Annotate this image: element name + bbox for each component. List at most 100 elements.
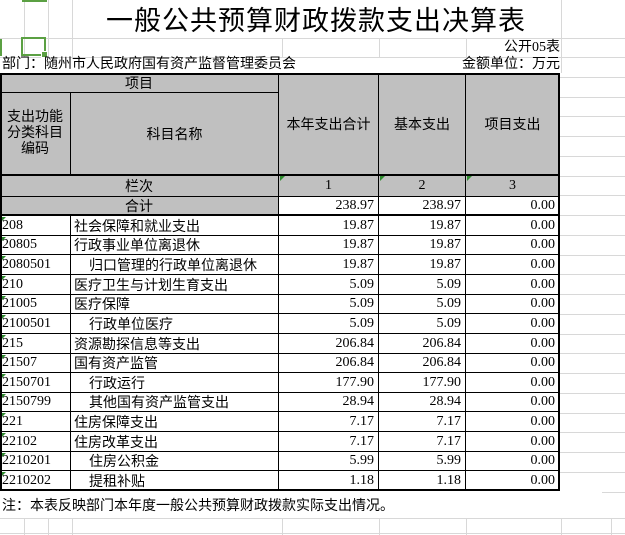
gridline	[560, 176, 625, 177]
basic-expense-cell[interactable]: 5.09	[379, 314, 466, 334]
basic-expense-cell[interactable]: 19.87	[379, 255, 466, 275]
basic-expense-cell[interactable]: 5.09	[379, 295, 466, 314]
gridline	[0, 38, 625, 39]
subject-name-cell[interactable]: 其他国有资产监管支出	[71, 393, 279, 412]
basic-expense-cell[interactable]: 1.18	[379, 471, 466, 491]
code-text: 2080501	[2, 256, 51, 272]
error-triangle-icon	[1, 315, 6, 320]
code-cell[interactable]: 21005	[0, 295, 71, 314]
project-expense-cell[interactable]: 0.00	[466, 452, 560, 471]
gridline	[560, 274, 625, 275]
code-cell[interactable]: 2150701	[0, 373, 71, 393]
subject-name-cell[interactable]: 行政运行	[71, 373, 279, 393]
fill-handle[interactable]	[41, 51, 48, 58]
subject-name-cell[interactable]: 行政事业单位离退休	[71, 236, 279, 255]
code-cell[interactable]: 2210202	[0, 471, 71, 491]
year-total-cell[interactable]: 7.17	[279, 412, 379, 432]
year-total-cell[interactable]: 177.90	[279, 373, 379, 393]
project-expense-cell[interactable]: 0.00	[466, 412, 560, 432]
project-expense-cell[interactable]: 0.00	[466, 275, 560, 295]
header-project-expense[interactable]: 项目支出	[466, 73, 560, 175]
subject-name-cell[interactable]: 住房改革支出	[71, 432, 279, 452]
basic-expense-cell[interactable]: 206.84	[379, 354, 466, 373]
year-total-cell[interactable]: 19.87	[279, 255, 379, 275]
error-triangle-icon	[1, 335, 6, 340]
basic-expense-cell[interactable]: 206.84	[379, 334, 466, 354]
subject-name-cell[interactable]: 提租补贴	[71, 471, 279, 491]
subject-name-cell[interactable]: 医疗保障	[71, 295, 279, 314]
basic-expense-cell[interactable]: 5.09	[379, 275, 466, 295]
header-function-code[interactable]: 支出功能分类科目编码	[0, 93, 71, 175]
header-basic-expense[interactable]: 基本支出	[379, 73, 466, 175]
gridline	[0, 518, 625, 519]
subject-name-cell[interactable]: 资源勘探信息等支出	[71, 334, 279, 354]
year-total-cell[interactable]: 1.18	[279, 471, 379, 491]
project-expense-cell[interactable]: 0.00	[466, 471, 560, 491]
basic-expense-cell[interactable]: 177.90	[379, 373, 466, 393]
project-expense-cell[interactable]: 0.00	[466, 354, 560, 373]
code-cell[interactable]: 21507	[0, 354, 71, 373]
error-triangle-icon	[1, 256, 6, 261]
header-year-total[interactable]: 本年支出合计	[279, 73, 379, 175]
project-expense-cell[interactable]: 0.00	[466, 432, 560, 452]
subject-name-cell[interactable]: 医疗卫生与计划生育支出	[71, 275, 279, 295]
project-expense-cell[interactable]: 0.00	[466, 255, 560, 275]
error-triangle-icon	[1, 374, 6, 379]
project-expense-cell[interactable]: 0.00	[466, 314, 560, 334]
code-cell[interactable]: 22102	[0, 432, 71, 452]
subject-name-cell[interactable]: 行政单位医疗	[71, 314, 279, 334]
code-cell[interactable]: 221	[0, 412, 71, 432]
code-cell[interactable]: 2150799	[0, 393, 71, 412]
basic-expense-cell[interactable]: 19.87	[379, 236, 466, 255]
error-triangle-icon	[1, 237, 6, 242]
code-cell[interactable]: 208	[0, 216, 71, 236]
basic-expense-cell[interactable]: 7.17	[379, 432, 466, 452]
header-subject-name[interactable]: 科目名称	[71, 93, 279, 175]
active-cell-selection[interactable]	[21, 37, 48, 58]
project-expense-cell[interactable]: 0.00	[466, 295, 560, 314]
row-index-label[interactable]: 栏次	[0, 175, 279, 197]
year-total-cell[interactable]: 19.87	[279, 216, 379, 236]
sheet-title: 一般公共预算财政拨款支出决算表	[106, 6, 526, 36]
code-cell[interactable]: 210	[0, 275, 71, 295]
year-total-cell[interactable]: 7.17	[279, 432, 379, 452]
subject-name-cell[interactable]: 社会保障和就业支出	[71, 216, 279, 236]
code-cell[interactable]: 2210201	[0, 452, 71, 471]
code-text: 21005	[2, 296, 37, 311]
code-cell[interactable]: 2080501	[0, 255, 71, 275]
basic-expense-cell[interactable]: 5.99	[379, 452, 466, 471]
year-total-cell[interactable]: 28.94	[279, 393, 379, 412]
subject-name-cell[interactable]: 住房保障支出	[71, 412, 279, 432]
code-cell[interactable]: 215	[0, 334, 71, 354]
header-project[interactable]: 项目	[0, 73, 279, 93]
project-expense-cell[interactable]: 0.00	[466, 236, 560, 255]
year-total-cell[interactable]: 19.87	[279, 236, 379, 255]
project-expense-cell[interactable]: 0.00	[466, 393, 560, 412]
table-border-top	[0, 73, 560, 75]
basic-expense-cell[interactable]: 28.94	[379, 393, 466, 412]
year-total-cell[interactable]: 206.84	[279, 354, 379, 373]
basic-expense-cell[interactable]: 7.17	[379, 412, 466, 432]
column-index-3[interactable]: 3	[466, 175, 560, 197]
code-cell[interactable]: 20805	[0, 236, 71, 255]
subject-name-cell[interactable]: 住房公积金	[71, 452, 279, 471]
project-expense-cell[interactable]: 0.00	[466, 334, 560, 354]
gridline	[24, 0, 25, 57]
basic-expense-cell[interactable]: 19.87	[379, 216, 466, 236]
subject-name-cell[interactable]: 归口管理的行政单位离退休	[71, 255, 279, 275]
error-triangle-icon	[1, 355, 6, 360]
year-total-cell[interactable]: 5.09	[279, 314, 379, 334]
year-total-cell[interactable]: 5.99	[279, 452, 379, 471]
gridline	[24, 519, 25, 535]
column-index-1[interactable]: 1	[279, 175, 379, 197]
column-index-2[interactable]: 2	[379, 175, 466, 197]
gridline	[72, 0, 73, 57]
column-index-text: 3	[509, 177, 516, 193]
year-total-cell[interactable]: 5.09	[279, 295, 379, 314]
year-total-cell[interactable]: 206.84	[279, 334, 379, 354]
project-expense-cell[interactable]: 0.00	[466, 216, 560, 236]
year-total-cell[interactable]: 5.09	[279, 275, 379, 295]
code-cell[interactable]: 2100501	[0, 314, 71, 334]
subject-name-cell[interactable]: 国有资产监管	[71, 354, 279, 373]
project-expense-cell[interactable]: 0.00	[466, 373, 560, 393]
